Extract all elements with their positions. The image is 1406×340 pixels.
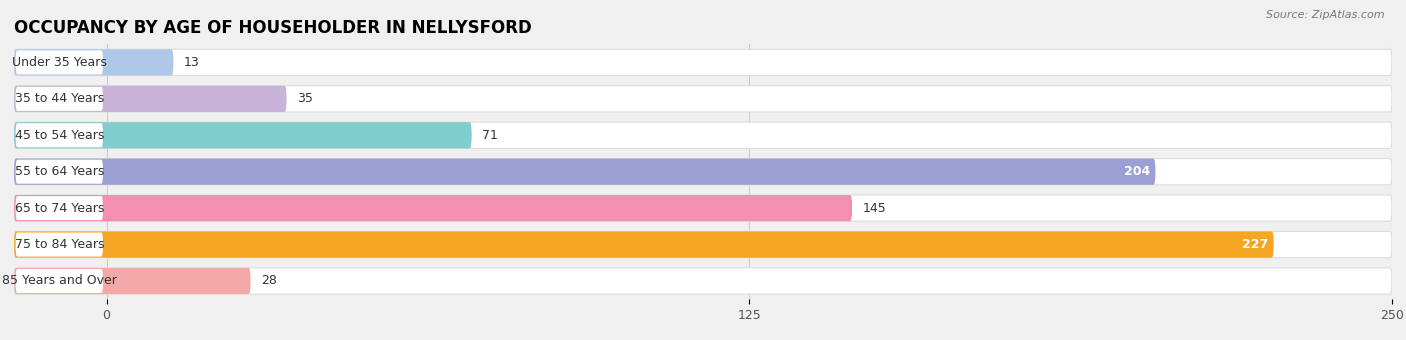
FancyBboxPatch shape bbox=[14, 49, 1392, 75]
Text: 35 to 44 Years: 35 to 44 Years bbox=[14, 92, 104, 105]
Text: 145: 145 bbox=[862, 202, 886, 215]
FancyBboxPatch shape bbox=[15, 160, 103, 184]
FancyBboxPatch shape bbox=[14, 86, 287, 112]
Text: OCCUPANCY BY AGE OF HOUSEHOLDER IN NELLYSFORD: OCCUPANCY BY AGE OF HOUSEHOLDER IN NELLY… bbox=[14, 19, 531, 37]
Text: 204: 204 bbox=[1123, 165, 1150, 178]
Text: Source: ZipAtlas.com: Source: ZipAtlas.com bbox=[1267, 10, 1385, 20]
FancyBboxPatch shape bbox=[14, 268, 250, 294]
FancyBboxPatch shape bbox=[14, 195, 1392, 221]
FancyBboxPatch shape bbox=[14, 232, 1274, 258]
FancyBboxPatch shape bbox=[14, 86, 1392, 112]
Text: Under 35 Years: Under 35 Years bbox=[11, 56, 107, 69]
FancyBboxPatch shape bbox=[15, 50, 103, 74]
Text: 75 to 84 Years: 75 to 84 Years bbox=[14, 238, 104, 251]
Text: 35: 35 bbox=[297, 92, 312, 105]
FancyBboxPatch shape bbox=[14, 158, 1392, 185]
Text: 85 Years and Over: 85 Years and Over bbox=[1, 274, 117, 288]
Text: 28: 28 bbox=[262, 274, 277, 288]
FancyBboxPatch shape bbox=[15, 269, 103, 293]
FancyBboxPatch shape bbox=[15, 196, 103, 220]
Text: 55 to 64 Years: 55 to 64 Years bbox=[14, 165, 104, 178]
FancyBboxPatch shape bbox=[14, 122, 1392, 148]
Text: 227: 227 bbox=[1243, 238, 1268, 251]
FancyBboxPatch shape bbox=[14, 195, 852, 221]
FancyBboxPatch shape bbox=[14, 232, 1392, 258]
FancyBboxPatch shape bbox=[14, 122, 471, 148]
Text: 71: 71 bbox=[482, 129, 498, 142]
Text: 13: 13 bbox=[184, 56, 200, 69]
FancyBboxPatch shape bbox=[14, 268, 1392, 294]
FancyBboxPatch shape bbox=[14, 49, 173, 75]
Text: 65 to 74 Years: 65 to 74 Years bbox=[14, 202, 104, 215]
FancyBboxPatch shape bbox=[15, 233, 103, 257]
FancyBboxPatch shape bbox=[15, 87, 103, 111]
Text: 45 to 54 Years: 45 to 54 Years bbox=[14, 129, 104, 142]
FancyBboxPatch shape bbox=[14, 158, 1156, 185]
FancyBboxPatch shape bbox=[15, 123, 103, 147]
